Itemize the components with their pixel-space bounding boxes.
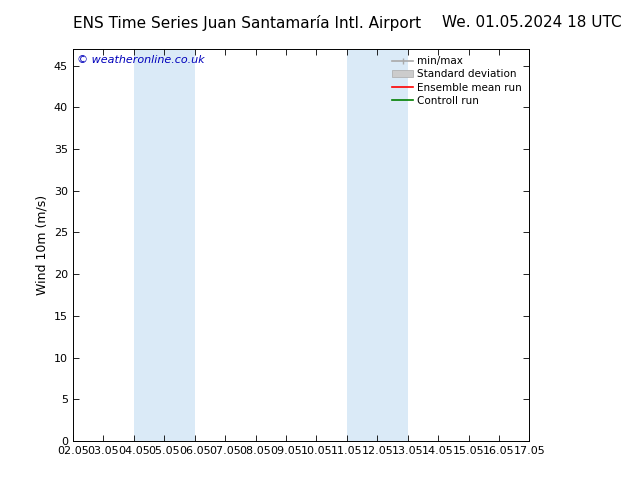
Text: We. 01.05.2024 18 UTC: We. 01.05.2024 18 UTC xyxy=(442,15,621,30)
Text: ENS Time Series Juan Santamaría Intl. Airport: ENS Time Series Juan Santamaría Intl. Ai… xyxy=(73,15,421,31)
Text: © weatheronline.co.uk: © weatheronline.co.uk xyxy=(77,55,205,65)
Legend: min/max, Standard deviation, Ensemble mean run, Controll run: min/max, Standard deviation, Ensemble me… xyxy=(388,52,526,110)
Bar xyxy=(134,49,195,441)
Y-axis label: Wind 10m (m/s): Wind 10m (m/s) xyxy=(36,195,48,295)
Bar xyxy=(347,49,408,441)
